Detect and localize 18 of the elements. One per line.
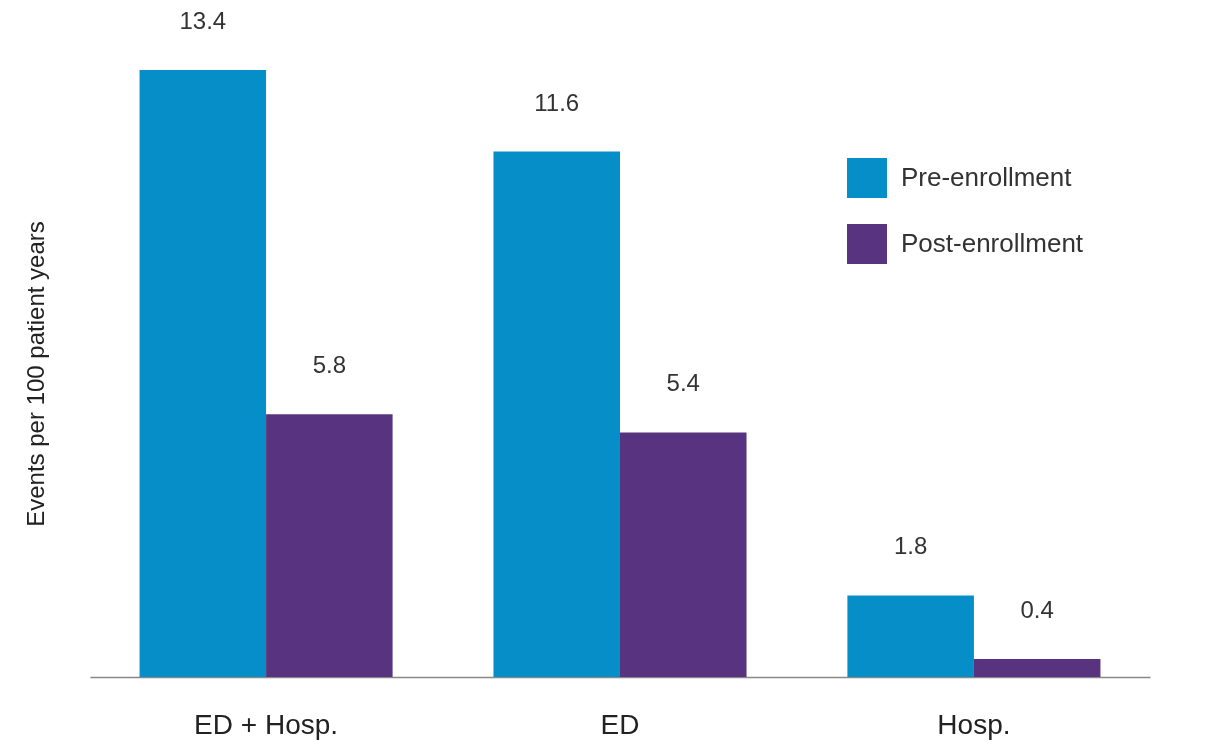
y-axis-title: Events per 100 patient years (21, 221, 49, 527)
bar (973, 658, 1101, 677)
bar (493, 151, 620, 677)
legend-label: Pre-enrollment (901, 162, 1073, 192)
data-label: 5.4 (666, 369, 700, 397)
data-label: 5.8 (312, 351, 347, 379)
x-tick-label: ED + Hosp. (194, 708, 339, 740)
bar (620, 432, 747, 677)
data-label: 11.6 (534, 88, 580, 116)
data-label: 13.4 (179, 7, 227, 34)
data-label: 1.8 (893, 532, 928, 560)
bar (139, 70, 267, 677)
x-tick-label: Hosp. (937, 708, 1011, 740)
data-label: 0.4 (1020, 595, 1054, 623)
legend-label: Post-enrollment (901, 228, 1084, 258)
x-tick-label: ED (600, 708, 640, 740)
bar (847, 595, 974, 677)
bar (266, 414, 393, 677)
